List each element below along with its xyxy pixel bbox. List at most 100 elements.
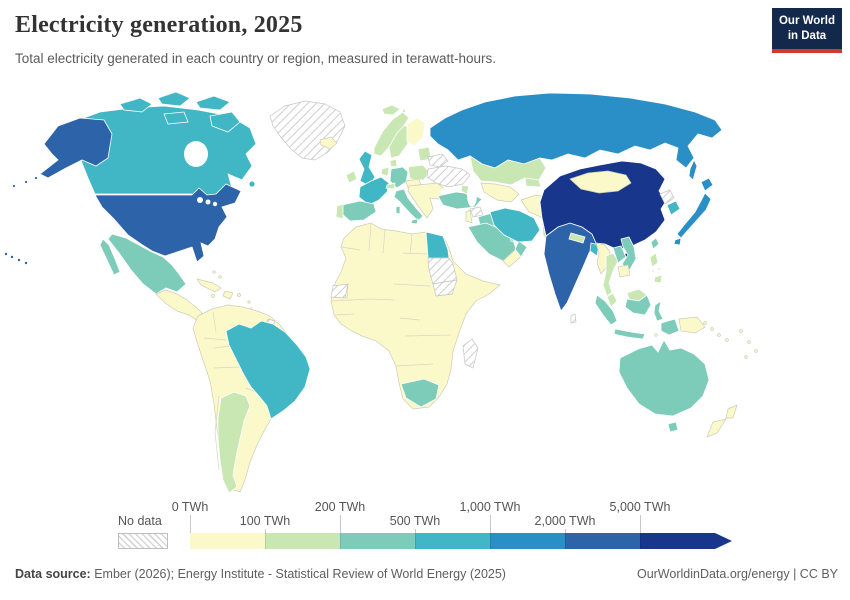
pacific-island-3[interactable] — [717, 333, 721, 337]
country-philippines-visayas-1[interactable] — [651, 269, 655, 273]
country-switzerland[interactable] — [385, 182, 396, 190]
country-italy[interactable] — [393, 188, 424, 222]
license-label[interactable]: CC BY — [799, 567, 838, 581]
region-central-asia-south[interactable] — [480, 182, 520, 203]
country-indonesia-west-papua[interactable] — [660, 318, 680, 336]
country-usa-aleutians-3[interactable] — [12, 184, 16, 188]
legend-swatch-bin-2[interactable] — [340, 533, 415, 549]
country-south-korea[interactable] — [666, 200, 681, 216]
country-mongolia[interactable] — [569, 170, 632, 194]
country-thailand[interactable] — [602, 252, 619, 297]
region-levant[interactable] — [465, 209, 473, 224]
country-japan-hokkaido[interactable] — [700, 177, 714, 192]
country-canada[interactable] — [71, 105, 257, 199]
region-benelux[interactable] — [380, 166, 390, 177]
country-canada-arctic-4[interactable] — [163, 111, 189, 125]
legend-swatch-bin-5[interactable] — [565, 533, 640, 549]
country-western-sahara[interactable] — [330, 283, 349, 299]
country-philippines-mindanao[interactable] — [653, 274, 663, 284]
pacific-island-5[interactable] — [739, 329, 743, 333]
country-madagascar[interactable] — [462, 338, 479, 369]
country-indonesia-sumatra[interactable] — [594, 294, 618, 326]
legend-no-data-swatch[interactable] — [118, 533, 168, 549]
country-usa-alaska[interactable] — [39, 117, 113, 179]
country-syria[interactable] — [469, 206, 484, 218]
pacific-island-2[interactable] — [710, 327, 714, 331]
pacific-island-6[interactable] — [747, 340, 751, 344]
country-new-zealand-north[interactable] — [725, 404, 738, 419]
country-denmark[interactable] — [389, 158, 398, 168]
country-south-africa[interactable] — [400, 378, 440, 408]
country-canada-newfoundland[interactable] — [248, 180, 256, 188]
country-mexico-baja[interactable] — [99, 238, 121, 276]
pacific-island-8[interactable] — [744, 355, 748, 359]
country-australia[interactable] — [618, 339, 710, 417]
country-poland[interactable] — [407, 164, 430, 181]
country-north-korea[interactable] — [659, 189, 675, 205]
country-kazakhstan[interactable] — [469, 155, 547, 186]
region-southeast-europe[interactable] — [407, 182, 447, 219]
country-papua-new-guinea[interactable] — [678, 316, 706, 334]
country-laos[interactable] — [612, 245, 627, 264]
country-puerto-rico[interactable] — [237, 293, 241, 297]
country-ukraine[interactable] — [426, 165, 471, 188]
pacific-island-1[interactable] — [703, 321, 707, 325]
country-china[interactable] — [539, 160, 667, 251]
country-canada-arctic-3[interactable] — [195, 95, 231, 111]
country-brazil[interactable] — [225, 320, 311, 420]
country-sri-lanka[interactable] — [570, 313, 577, 324]
legend-swatch-bin-6[interactable] — [640, 533, 715, 549]
country-cambodia[interactable] — [617, 264, 631, 278]
country-nepal[interactable] — [568, 232, 586, 244]
region-kyrgyzstan-tajikistan[interactable] — [524, 177, 542, 188]
pacific-island-4[interactable] — [725, 338, 729, 342]
owid-logo[interactable]: Our World in Data — [772, 8, 842, 49]
owid-link[interactable]: OurWorldinData.org/energy — [636, 567, 790, 581]
country-belarus[interactable] — [427, 153, 449, 168]
legend-swatch-bin-4[interactable] — [490, 533, 565, 549]
country-canada-arctic-1[interactable] — [119, 97, 153, 113]
country-new-zealand-south[interactable] — [706, 418, 727, 438]
country-usa-hawaii-4[interactable] — [23, 260, 28, 265]
country-finland[interactable] — [406, 117, 426, 147]
country-egypt[interactable] — [425, 231, 450, 259]
legend-swatch-bin-3[interactable] — [415, 533, 490, 549]
country-indonesia-sulawesi[interactable] — [653, 300, 664, 322]
country-italy-sardinia[interactable] — [395, 205, 401, 215]
country-cuba[interactable] — [196, 278, 222, 293]
country-greenland[interactable] — [269, 100, 346, 161]
country-mexico[interactable] — [107, 233, 187, 295]
country-taiwan[interactable] — [650, 237, 660, 250]
country-usa-hawaii-1[interactable] — [4, 251, 9, 256]
country-uk[interactable] — [358, 150, 376, 187]
country-bahamas-1[interactable] — [212, 270, 216, 274]
country-oman[interactable] — [514, 240, 528, 258]
country-lesser-antilles-1[interactable] — [247, 300, 251, 304]
country-russia[interactable] — [429, 92, 723, 169]
country-ireland[interactable] — [345, 170, 358, 184]
country-usa-hawaii-2[interactable] — [9, 254, 14, 259]
country-jamaica[interactable] — [211, 294, 215, 298]
country-japan-kyushu[interactable] — [673, 237, 682, 246]
pacific-island-7[interactable] — [754, 349, 758, 353]
country-malaysia-peninsula[interactable] — [606, 292, 618, 308]
country-france[interactable] — [358, 176, 390, 206]
country-philippines-visayas-2[interactable] — [657, 267, 661, 271]
country-usa-hawaii-3[interactable] — [16, 257, 21, 262]
country-portugal[interactable] — [335, 203, 344, 220]
country-australia-tasmania[interactable] — [667, 421, 679, 433]
country-canada-arctic-2[interactable] — [157, 91, 191, 107]
country-svalbard[interactable] — [381, 104, 401, 116]
country-bahamas-2[interactable] — [218, 275, 222, 279]
country-indonesia-java[interactable] — [613, 328, 646, 340]
legend-swatch-bin-0[interactable] — [190, 533, 265, 549]
country-argentina[interactable] — [217, 391, 251, 494]
country-russia-sakhalin[interactable] — [688, 159, 698, 181]
country-timor[interactable] — [654, 333, 658, 337]
country-usa-aleutians-2[interactable] — [24, 180, 28, 184]
country-spain[interactable] — [340, 200, 377, 222]
legend-swatch-bin-1[interactable] — [265, 533, 340, 549]
country-canada-baffin[interactable] — [209, 111, 241, 133]
country-usa-aleutians-1[interactable] — [34, 176, 38, 180]
country-usa[interactable] — [94, 183, 242, 263]
